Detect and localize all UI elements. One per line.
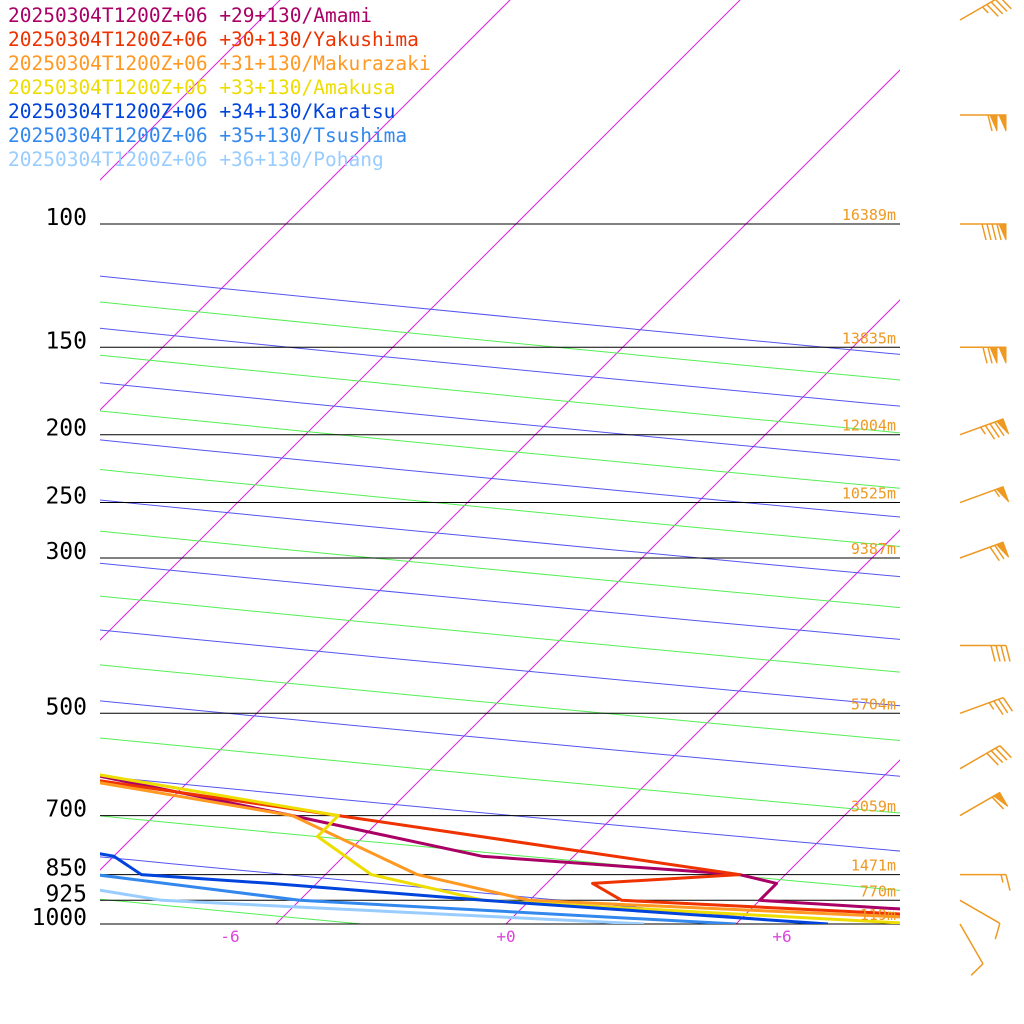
pressure-tick-label: 300: [45, 539, 87, 565]
wind-barb: [960, 114, 1007, 132]
dry-adiabat-line: [100, 700, 900, 777]
pressure-tick-label: 925: [45, 881, 87, 907]
legend-entry: 20250304T1200Z+06 +29+130/Amami: [8, 4, 372, 27]
height-label: 770m: [860, 882, 896, 900]
height-label: 3059m: [851, 798, 896, 816]
series-line: [100, 779, 900, 916]
temperature-tick-label: +0: [496, 927, 515, 946]
height-label: 13835m: [842, 329, 896, 347]
isobar-lines: [100, 223, 900, 925]
wind-barb: [960, 873, 1011, 891]
legend-entry: 20250304T1200Z+06 +31+130/Makurazaki: [8, 52, 431, 75]
wind-barb: [959, 791, 1009, 817]
chart-legend: 20250304T1200Z+06 +29+130/Amami 20250304T…: [8, 4, 431, 172]
legend-entry: 20250304T1200Z+06 +33+130/Amakusa: [8, 76, 396, 99]
dry-adiabat-line: [100, 664, 900, 742]
wind-barb: [959, 745, 1012, 770]
isotherm-line: [100, 0, 511, 411]
temperature-tick-label: +6: [772, 927, 791, 946]
pressure-tick-label: 1000: [32, 905, 87, 931]
pressure-tick-label: 100: [45, 205, 87, 231]
pressure-tick-label: 250: [45, 484, 87, 510]
wind-barb: [960, 223, 1007, 241]
dry-adiabat-line: [100, 856, 822, 924]
pressure-tick-label: 500: [45, 694, 87, 720]
isotherm-line: [735, 759, 900, 924]
wind-barbs: [959, 0, 1014, 976]
temperature-tick-label: -6: [220, 927, 239, 946]
pressure-tick-label: 700: [45, 797, 87, 823]
height-label: 16389m: [842, 206, 896, 224]
series-line: [100, 774, 900, 911]
isotherm-line: [100, 0, 281, 181]
legend-entry: 20250304T1200Z+06 +35+130/Tsushima: [8, 124, 408, 147]
wind-barb: [959, 696, 1014, 716]
height-label: 9387m: [851, 540, 896, 558]
wind-barb: [959, 899, 1001, 940]
height-label: 10525m: [842, 485, 896, 503]
legend-entry: 20250304T1200Z+06 +34+130/Karatsu: [8, 100, 396, 123]
pressure-tick-label: 200: [45, 416, 87, 442]
height-label: 119m: [860, 906, 896, 924]
wind-barb: [959, 486, 1010, 504]
wind-barb: [959, 418, 1010, 440]
series-line: [100, 852, 829, 924]
height-label: 12004m: [842, 417, 896, 435]
temperature-profiles: [100, 773, 900, 924]
isotherm-line: [966, 0, 1024, 924]
height-label: 5704m: [851, 695, 896, 713]
wind-barb: [959, 541, 1010, 562]
series-line: [100, 773, 900, 924]
pressure-tick-label: 150: [45, 328, 87, 354]
isotherm-line: [505, 529, 900, 924]
series-line: [100, 781, 900, 919]
axis-labels: 1001502002503005007008509251000-36-30-24…: [32, 205, 896, 946]
wind-barb: [959, 923, 984, 976]
pressure-tick-label: 850: [45, 856, 87, 882]
height-label: 1471m: [851, 857, 896, 875]
legend-entry: 20250304T1200Z+06 +36+130/Pohang: [8, 148, 384, 171]
wind-barb: [960, 644, 1011, 662]
wind-barb: [960, 346, 1007, 364]
wind-barb: [959, 0, 1012, 21]
legend-entry: 20250304T1200Z+06 +30+130/Yakushima: [8, 28, 419, 51]
